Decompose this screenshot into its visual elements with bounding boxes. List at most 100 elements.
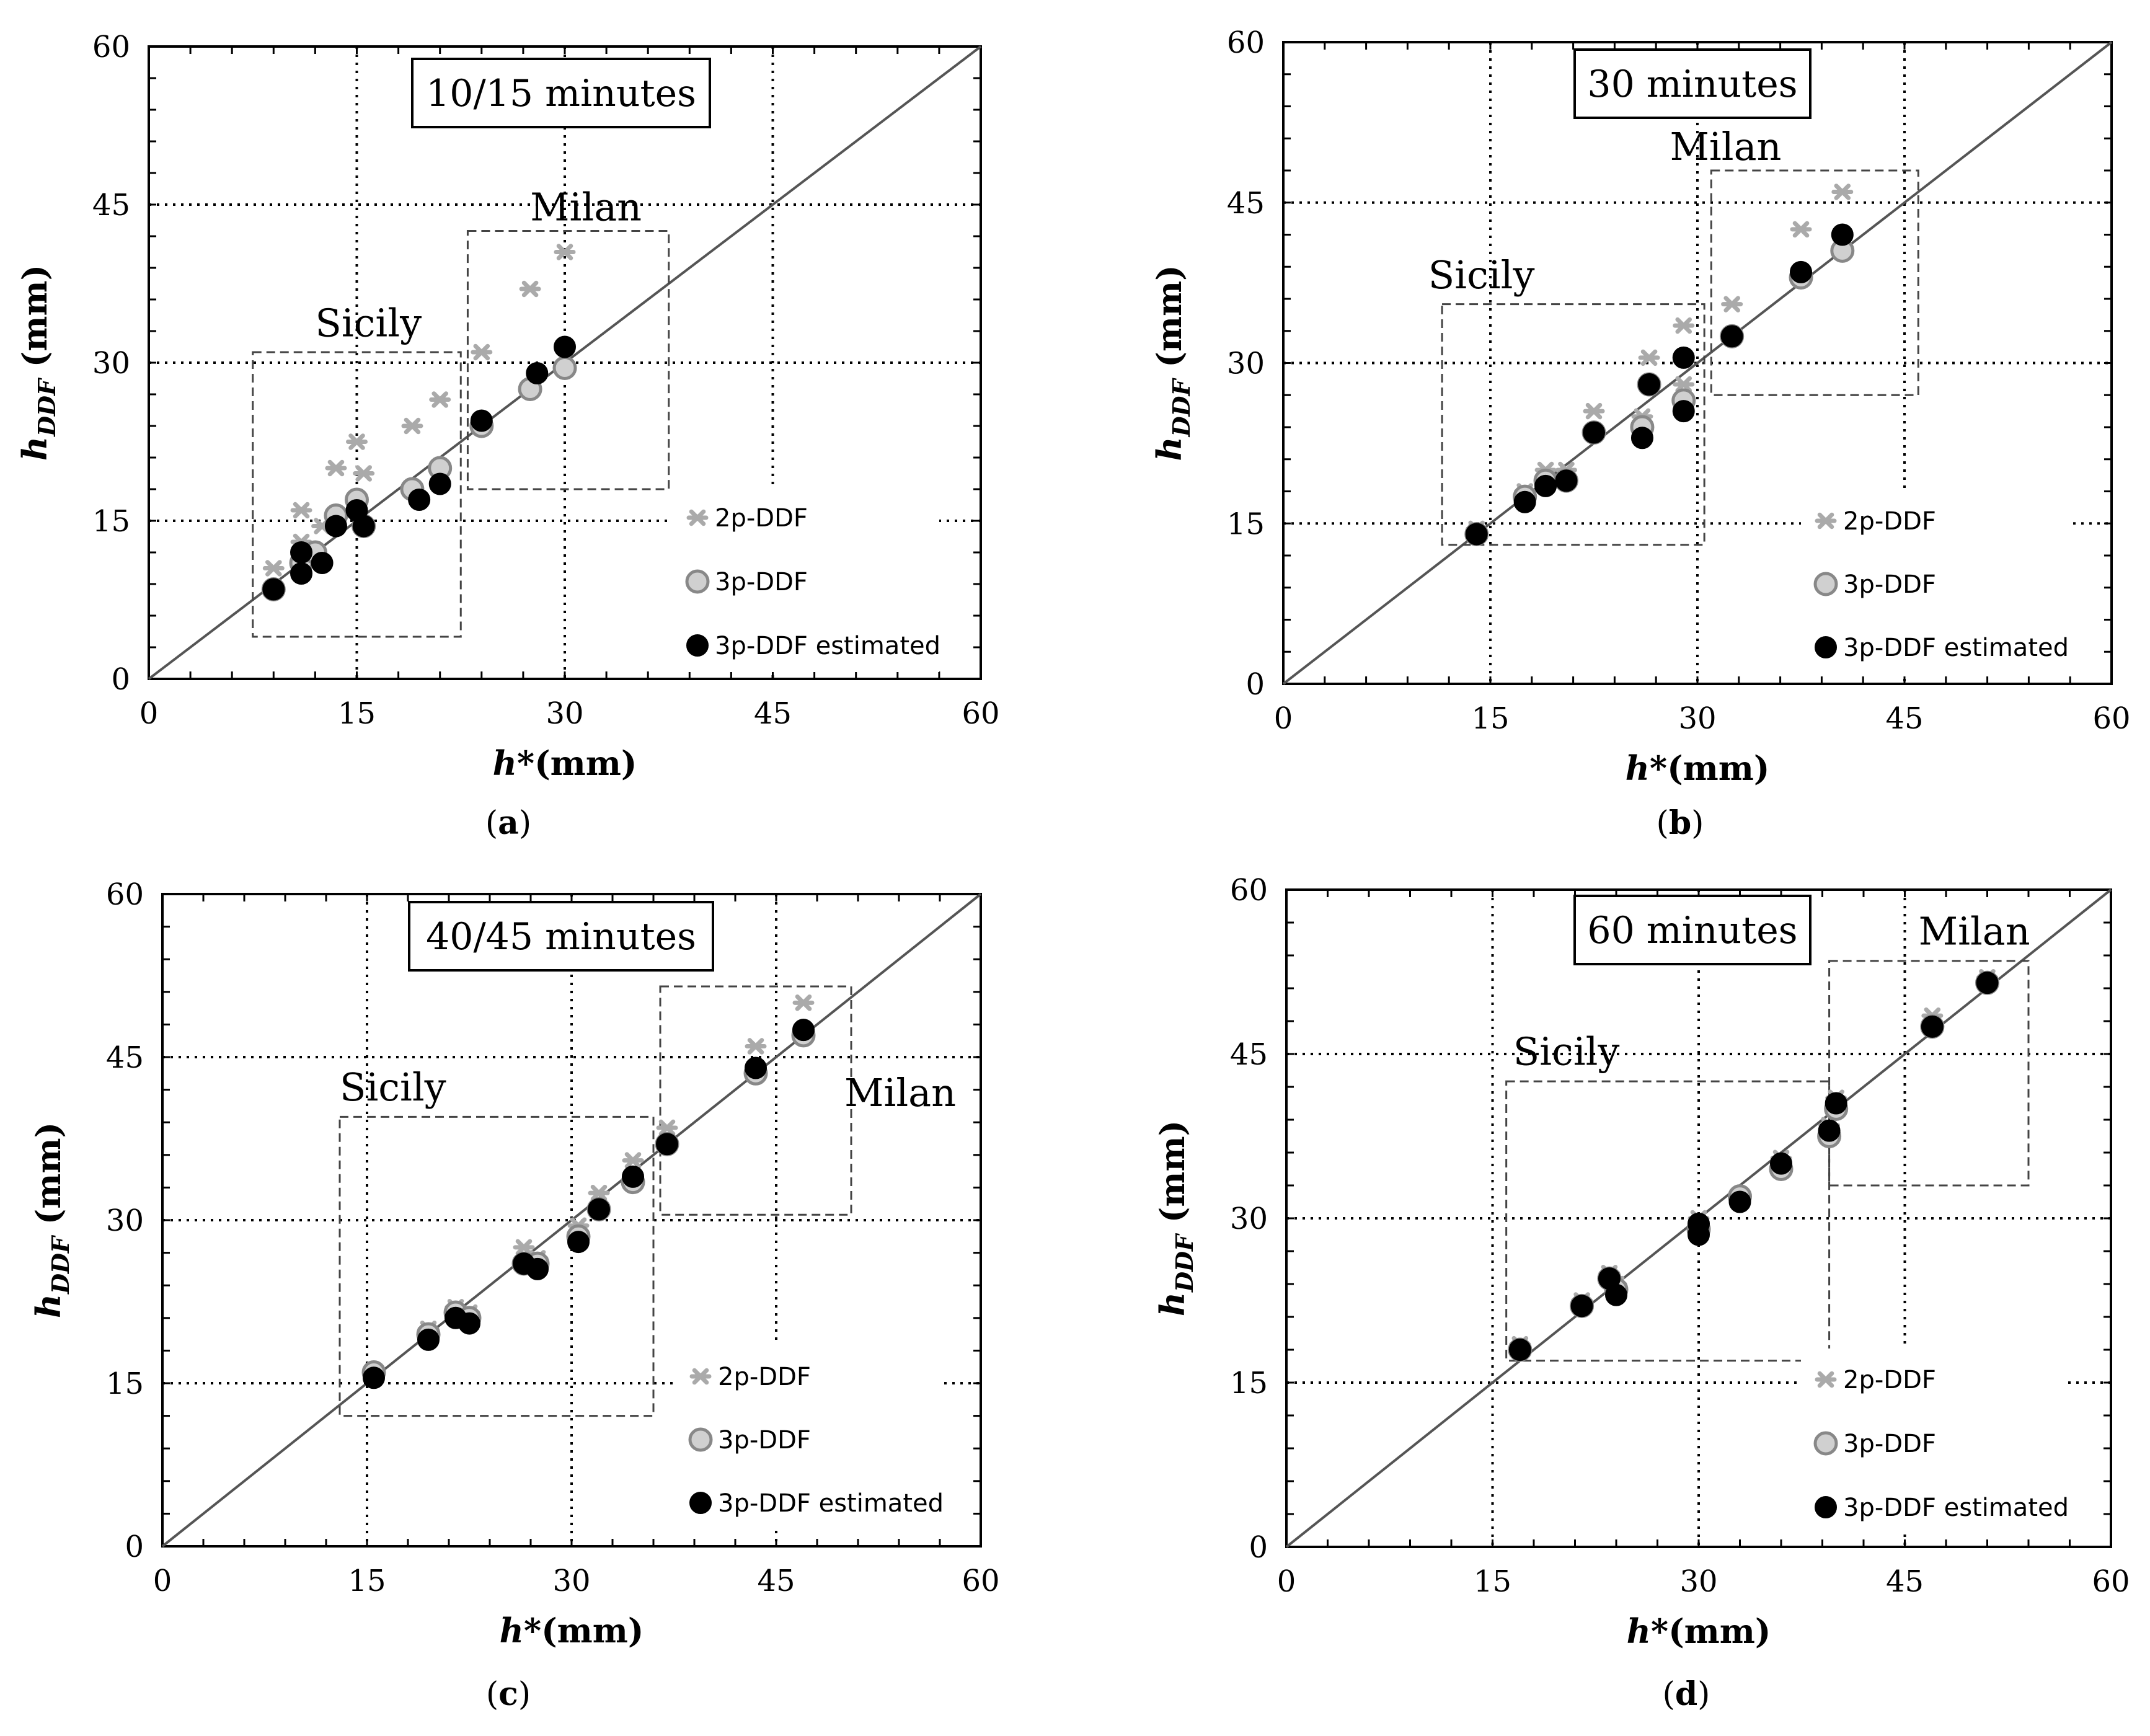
data-point [656, 1133, 678, 1156]
legend-marker [1815, 1371, 1837, 1388]
data-point [408, 489, 431, 511]
chart-panel-a: 0 15 30 45 60 0 15 30 45 60 h*(mm) hDDF (mm) Sicily M… [15, 30, 1000, 842]
data-point [526, 362, 549, 384]
data-point [792, 1019, 815, 1042]
data-point [1831, 223, 1854, 246]
region-label-milan: Milan [530, 185, 642, 230]
x-tick-label: 45 [1886, 1564, 1924, 1599]
data-point [519, 280, 541, 298]
legend-entry: 3p-DDF [1843, 570, 1936, 599]
data-point [1790, 221, 1812, 238]
data-point [1638, 373, 1661, 396]
x-axis-label: h*(mm) [1626, 748, 1770, 788]
data-point [1825, 1092, 1847, 1115]
region-box-sicily [1441, 303, 1705, 546]
series-2p-ddf [262, 244, 576, 577]
legend-marker [1813, 1431, 1838, 1456]
data-point [622, 1165, 644, 1188]
data-point [1555, 469, 1578, 492]
x-tick-label: 15 [1471, 701, 1509, 736]
data-point [745, 1038, 767, 1055]
legend: 2p-DDF 3p-DDF 3p-DDF estimated [1801, 1348, 2069, 1534]
legend-entry: 3p-DDF [718, 1426, 811, 1455]
legend-background [673, 487, 939, 672]
y-axis-label: hDDF (mm) [1149, 265, 1195, 461]
x-tick-label: 0 [1274, 701, 1293, 736]
panel-caption: (a) [485, 804, 531, 842]
chart-title: 30 minutes [1587, 63, 1797, 106]
data-point [1513, 490, 1536, 513]
region-box-milan [659, 985, 852, 1216]
region-box-milan [1828, 960, 2030, 1187]
y-tick-label: 30 [92, 346, 130, 381]
y-tick-label: 15 [92, 504, 130, 539]
data-point [526, 1257, 549, 1280]
x-tick-label: 0 [153, 1564, 172, 1598]
legend: 2p-DDF 3p-DDF 3p-DDF estimated [676, 1345, 944, 1529]
region-box-milan [1710, 169, 1919, 396]
data-point [325, 459, 347, 477]
legend-marker [686, 509, 709, 526]
y-tick-label: 60 [1230, 873, 1268, 908]
data-point [1630, 427, 1653, 450]
y-tick-label: 15 [1227, 507, 1265, 541]
title-box [411, 58, 711, 128]
data-point [1831, 184, 1854, 200]
data-point [290, 541, 313, 564]
data-point [290, 562, 313, 585]
chart-panel-c: 0 15 30 45 60 0 15 30 45 60 h*(mm) hDDF (mm) Sicily M… [29, 877, 1000, 1713]
data-point [656, 1119, 678, 1136]
series-3p-ddf-estimated [1465, 223, 1854, 546]
legend-marker [688, 1427, 713, 1452]
data-point [1583, 402, 1605, 420]
data-point [1534, 474, 1557, 497]
legend-marker [689, 1368, 712, 1385]
data-point [554, 335, 576, 358]
y-tick-label: 0 [125, 1530, 144, 1564]
panel-caption: (d) [1663, 1675, 1710, 1713]
x-tick-label: 60 [962, 1564, 999, 1598]
legend-entry: 2p-DDF [715, 504, 808, 533]
data-point [428, 472, 451, 495]
y-tick-label: 60 [106, 877, 144, 912]
x-tick-label: 15 [1474, 1564, 1511, 1599]
legend-marker [1813, 572, 1838, 596]
y-axis-label: hDDF (mm) [29, 1122, 74, 1318]
data-point [1688, 1212, 1710, 1235]
y-tick-label: 45 [1230, 1037, 1268, 1072]
series-3p-ddf-estimated [363, 1019, 815, 1389]
series-3p-ddf-estimated [262, 335, 576, 601]
x-tick-label: 30 [1678, 701, 1716, 736]
region-box-sicily [1505, 1080, 1831, 1362]
data-point [417, 1328, 440, 1351]
y-tick-label: 45 [1227, 186, 1265, 221]
x-tick-label: 0 [1277, 1564, 1296, 1599]
data-point [552, 356, 577, 380]
region-box-sicily [252, 351, 462, 638]
data-point [401, 417, 423, 435]
x-tick-label: 45 [757, 1564, 795, 1598]
series-2p-ddf [1466, 184, 1854, 538]
x-tick-label: 0 [139, 696, 159, 731]
data-point [588, 1198, 610, 1221]
data-point [1673, 317, 1695, 334]
data-point [262, 578, 285, 601]
chart-title: 40/45 minutes [426, 915, 696, 959]
data-point [458, 1312, 480, 1335]
data-point [588, 1184, 610, 1202]
region-box-sicily [338, 1115, 655, 1417]
legend-background [1801, 1348, 2068, 1534]
region-label-milan: Milan [1919, 908, 2030, 954]
legend-entry: 2p-DDF [1843, 507, 1936, 536]
y-tick-label: 15 [1230, 1366, 1268, 1401]
legend-marker [1815, 636, 1837, 658]
data-point [554, 244, 576, 260]
data-point [346, 433, 368, 450]
data-point [1605, 1283, 1627, 1306]
legend: 2p-DDF 3p-DDF 3p-DDF estimated [673, 487, 940, 672]
data-point [470, 409, 493, 432]
data-point [1583, 421, 1605, 444]
chart-panel-d: 0 15 30 45 60 0 15 30 45 60 h*(mm) hDDF (mm) Sicily M… [1152, 873, 2130, 1713]
data-point [471, 343, 493, 361]
y-tick-label: 30 [1230, 1202, 1268, 1236]
